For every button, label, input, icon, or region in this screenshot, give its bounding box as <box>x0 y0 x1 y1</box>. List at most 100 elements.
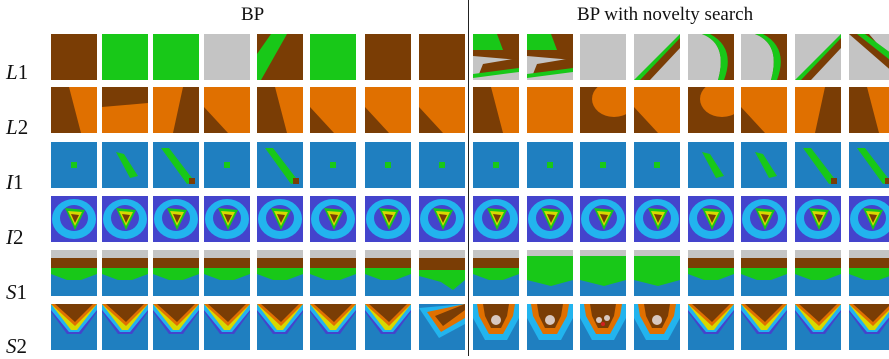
pattern-tile-i1-4 <box>204 142 250 188</box>
pattern-tile-l1-13 <box>688 34 734 80</box>
pattern-tile-i1-3 <box>153 142 199 188</box>
row-label-i2: I2 <box>6 225 24 249</box>
pattern-tile-s2-5 <box>257 304 303 350</box>
header-bp-novelty-search: BP with novelty search <box>577 4 754 25</box>
pattern-tile-l2-5 <box>257 87 303 133</box>
pattern-tile-l2-3 <box>153 87 199 133</box>
pattern-tile-i2-10 <box>527 196 573 242</box>
pattern-tile-l2-16 <box>849 87 889 133</box>
pattern-tile-s1-8 <box>419 250 465 296</box>
row-label-s1: S1 <box>6 280 27 304</box>
pattern-tile-i2-15 <box>795 196 841 242</box>
pattern-tile-s2-2 <box>102 304 148 350</box>
row-label-s2: S2 <box>6 334 27 358</box>
pattern-tile-s1-2 <box>102 250 148 296</box>
pattern-tile-l1-15 <box>795 34 841 80</box>
pattern-tile-l2-6 <box>310 87 356 133</box>
pattern-tile-i1-7 <box>365 142 411 188</box>
pattern-tile-s2-1 <box>51 304 97 350</box>
pattern-tile-l2-14 <box>741 87 787 133</box>
pattern-tile-l2-7 <box>365 87 411 133</box>
pattern-tile-l1-12 <box>634 34 680 80</box>
pattern-tile-l2-4 <box>204 87 250 133</box>
pattern-tile-i1-6 <box>310 142 356 188</box>
pattern-tile-l1-16 <box>849 34 889 80</box>
pattern-tile-s1-9 <box>473 250 519 296</box>
pattern-tile-i1-14 <box>741 142 787 188</box>
pattern-tile-s2-7 <box>365 304 411 350</box>
pattern-tile-s1-3 <box>153 250 199 296</box>
pattern-tile-s1-13 <box>688 250 734 296</box>
pattern-tile-l1-10 <box>527 34 573 80</box>
pattern-tile-l2-8 <box>419 87 465 133</box>
pattern-tile-i2-6 <box>310 196 356 242</box>
pattern-tile-i2-12 <box>634 196 680 242</box>
pattern-tile-l1-4 <box>204 34 250 80</box>
pattern-tile-l1-1 <box>51 34 97 80</box>
pattern-tile-i1-2 <box>102 142 148 188</box>
pattern-tile-s2-9 <box>473 304 519 350</box>
pattern-tile-s1-15 <box>795 250 841 296</box>
pattern-tile-l1-9 <box>473 34 519 80</box>
pattern-tile-s1-14 <box>741 250 787 296</box>
pattern-tile-l1-3 <box>153 34 199 80</box>
pattern-tile-s1-10 <box>527 250 573 296</box>
pattern-tile-i1-16 <box>849 142 889 188</box>
pattern-tile-s2-13 <box>688 304 734 350</box>
pattern-tile-s1-5 <box>257 250 303 296</box>
pattern-tile-l2-13 <box>688 87 734 133</box>
pattern-tile-l2-11 <box>580 87 626 133</box>
pattern-tile-s1-12 <box>634 250 680 296</box>
pattern-tile-s1-1 <box>51 250 97 296</box>
pattern-tile-i1-5 <box>257 142 303 188</box>
pattern-tile-l2-12 <box>634 87 680 133</box>
pattern-tile-l2-1 <box>51 87 97 133</box>
pattern-tile-i1-1 <box>51 142 97 188</box>
pattern-tile-l1-5 <box>257 34 303 80</box>
pattern-tile-i2-16 <box>849 196 889 242</box>
pattern-tile-l1-14 <box>741 34 787 80</box>
pattern-tile-s2-12 <box>634 304 680 350</box>
pattern-tile-i2-5 <box>257 196 303 242</box>
pattern-tile-i2-13 <box>688 196 734 242</box>
pattern-tile-s2-3 <box>153 304 199 350</box>
pattern-tile-i2-1 <box>51 196 97 242</box>
row-label-l1: L1 <box>6 60 29 84</box>
pattern-tile-i2-2 <box>102 196 148 242</box>
pattern-tile-l2-15 <box>795 87 841 133</box>
pattern-tile-s2-16 <box>849 304 889 350</box>
pattern-tile-i1-12 <box>634 142 680 188</box>
pattern-tile-i1-13 <box>688 142 734 188</box>
pattern-tile-s2-15 <box>795 304 841 350</box>
pattern-tile-s1-7 <box>365 250 411 296</box>
pattern-tile-s2-6 <box>310 304 356 350</box>
column-divider <box>468 0 469 356</box>
header-bp: BP <box>241 4 265 25</box>
pattern-tile-i2-11 <box>580 196 626 242</box>
pattern-tile-l2-10 <box>527 87 573 133</box>
pattern-tile-i1-15 <box>795 142 841 188</box>
pattern-tile-s2-14 <box>741 304 787 350</box>
pattern-tile-l1-11 <box>580 34 626 80</box>
pattern-tile-l1-6 <box>310 34 356 80</box>
pattern-tile-s2-10 <box>527 304 573 350</box>
pattern-tile-i1-11 <box>580 142 626 188</box>
pattern-tile-s1-16 <box>849 250 889 296</box>
pattern-tile-i1-9 <box>473 142 519 188</box>
pattern-tile-l2-9 <box>473 87 519 133</box>
pattern-tile-s2-8 <box>419 304 465 350</box>
pattern-tile-s2-11 <box>580 304 626 350</box>
pattern-tile-i2-14 <box>741 196 787 242</box>
row-label-i1: I1 <box>6 170 24 194</box>
pattern-tile-i2-3 <box>153 196 199 242</box>
pattern-tile-l1-2 <box>102 34 148 80</box>
pattern-tile-i2-7 <box>365 196 411 242</box>
row-label-l2: L2 <box>6 115 29 139</box>
pattern-tile-i2-9 <box>473 196 519 242</box>
pattern-tile-l1-7 <box>365 34 411 80</box>
pattern-tile-s1-6 <box>310 250 356 296</box>
pattern-tile-l1-8 <box>419 34 465 80</box>
pattern-tile-i2-8 <box>419 196 465 242</box>
pattern-tile-l2-2 <box>102 87 148 133</box>
